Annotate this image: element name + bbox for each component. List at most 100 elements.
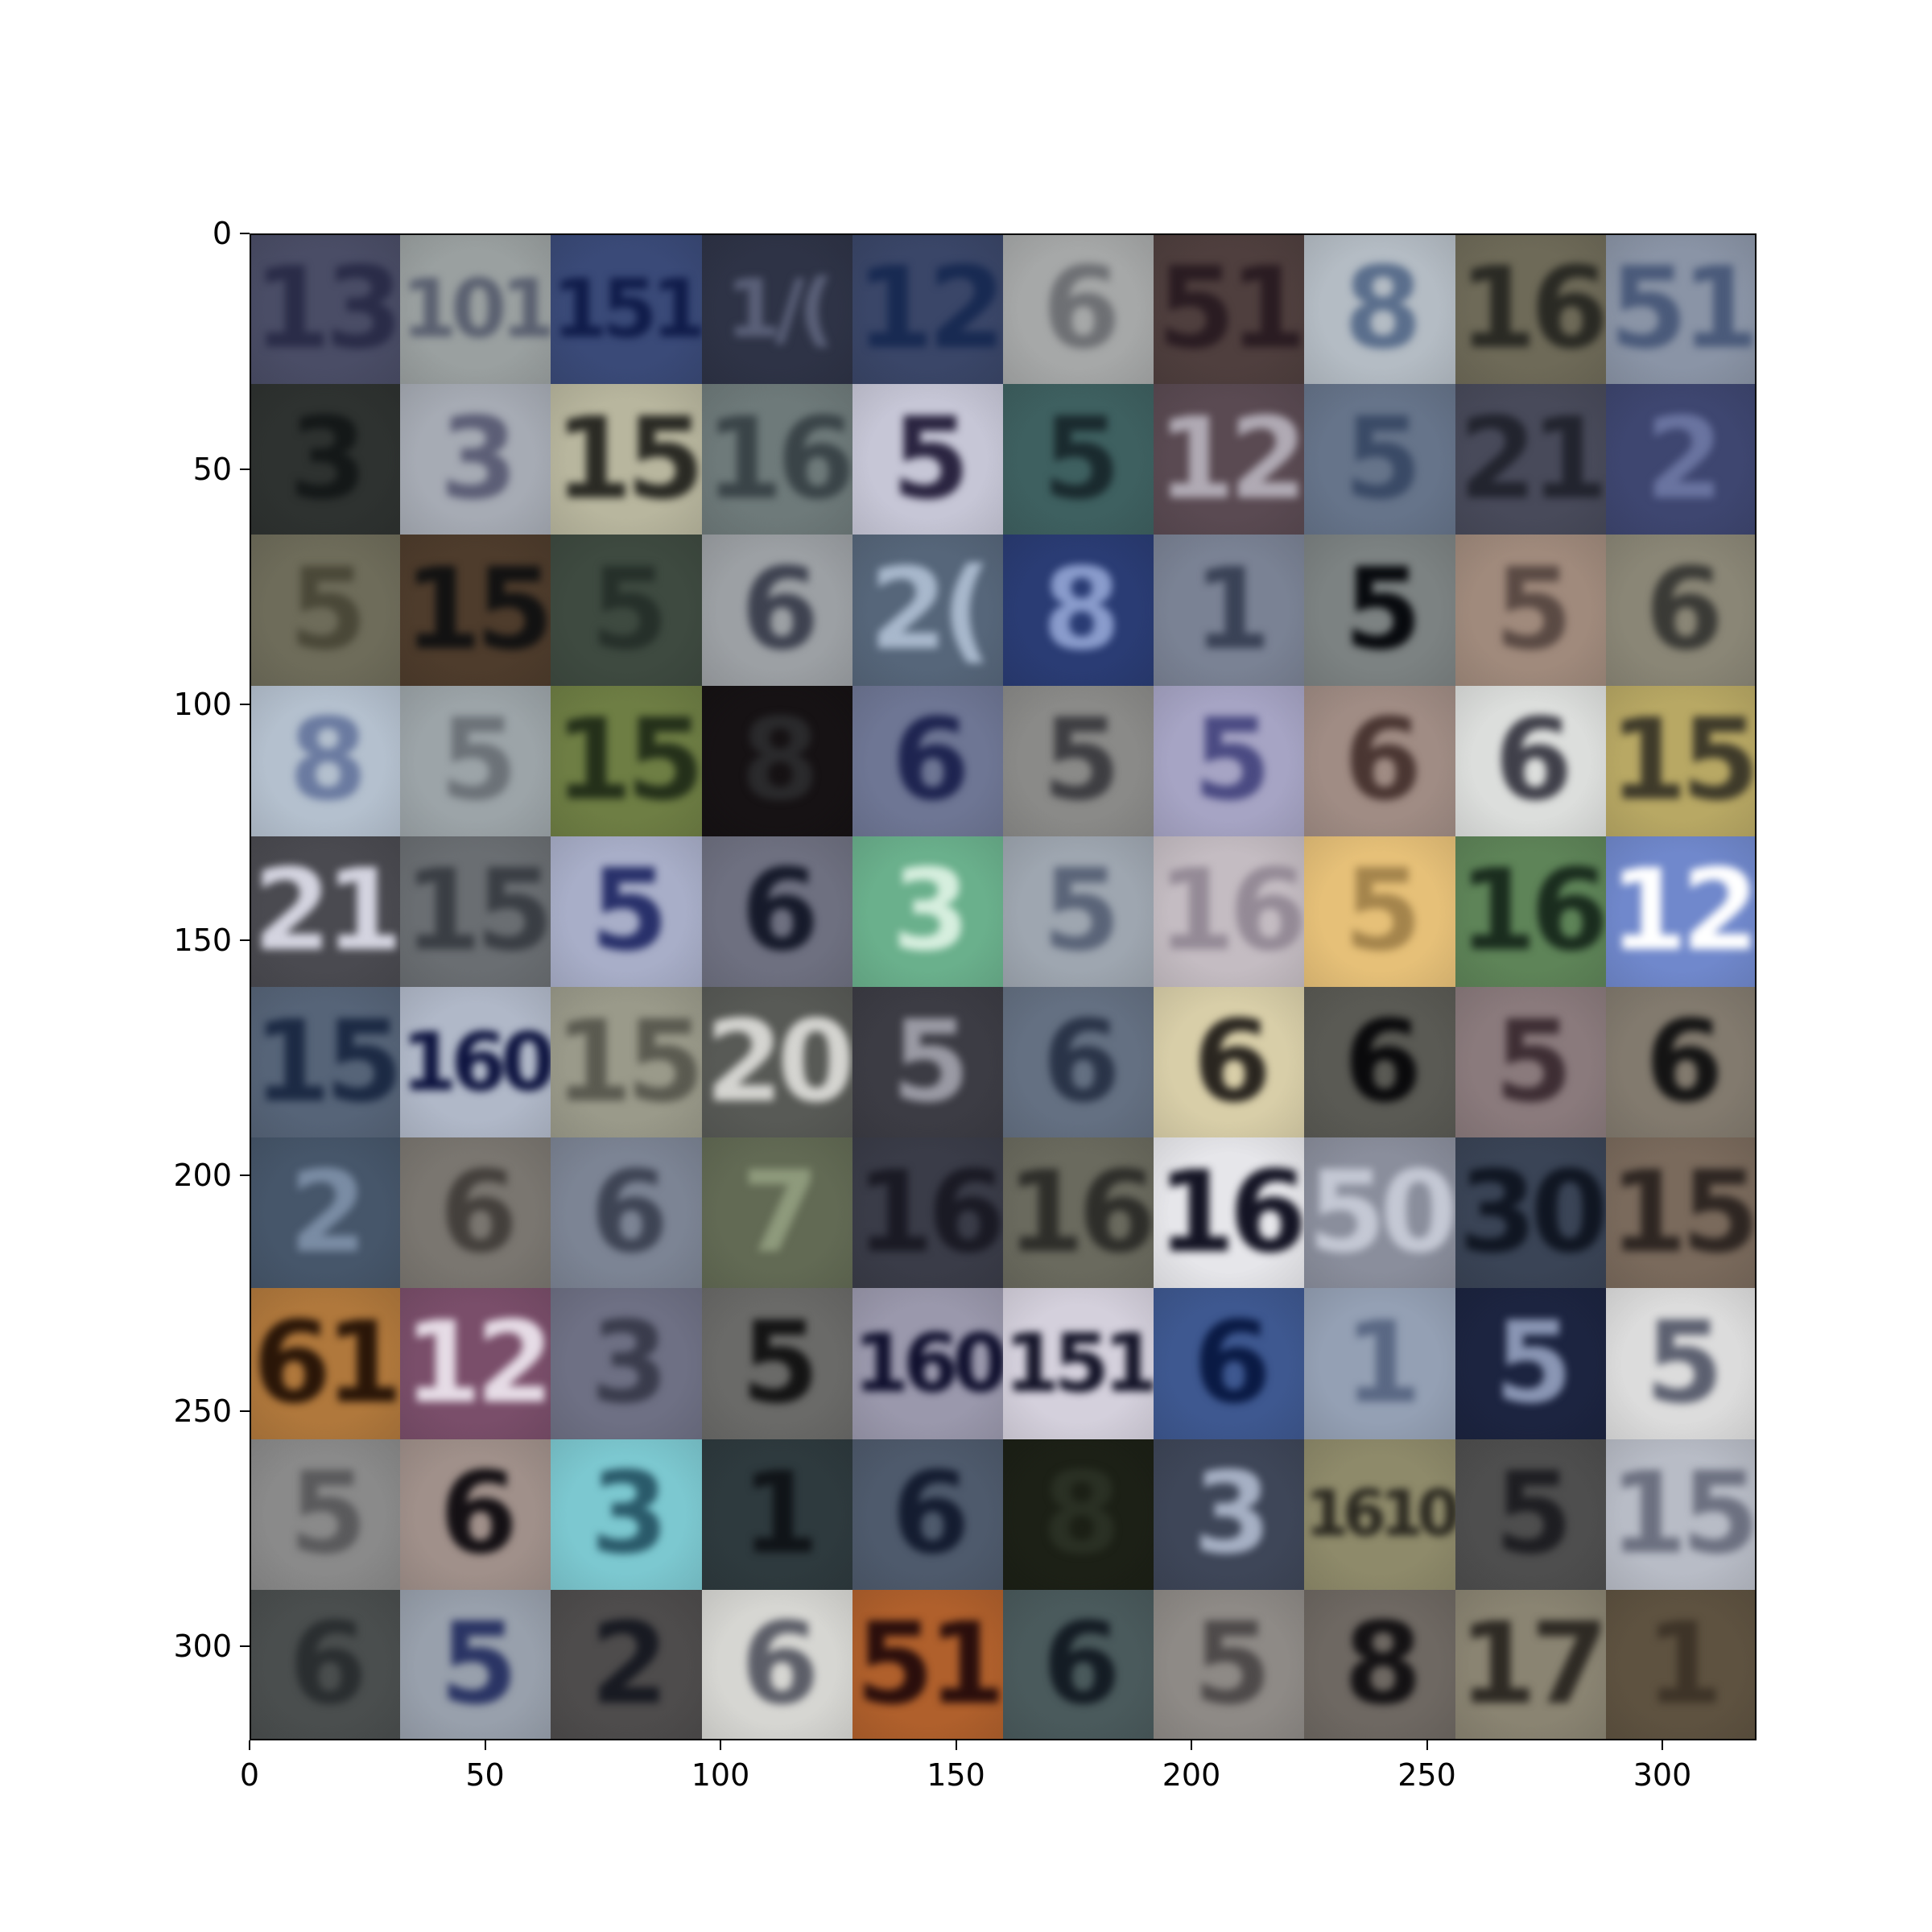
x-tick-label: 300 xyxy=(1633,1757,1692,1793)
image-grid: 13 101 151 1/(12 6 51 8 16 51 3 3 15 16 5 5 12 5 21 2 5 15 5 6… xyxy=(250,233,1757,1740)
tile-digits: 3 xyxy=(440,393,518,525)
image-tile: 15 xyxy=(400,836,551,987)
image-tile: 5 xyxy=(1003,384,1154,535)
image-tile: 8 xyxy=(701,685,852,836)
tile-digits: 3 xyxy=(1193,1448,1271,1580)
tile-digits: 5 xyxy=(1042,393,1121,525)
x-tick-label: 50 xyxy=(465,1757,505,1793)
tile-digits: 15 xyxy=(1608,695,1757,827)
image-tile: 7 xyxy=(701,1137,852,1289)
tile-digits: 8 xyxy=(741,695,819,827)
image-tile: 15 xyxy=(551,987,702,1138)
image-tile: 15 xyxy=(1605,685,1757,836)
image-tile: 51 xyxy=(1154,233,1305,385)
y-tick-label: 200 xyxy=(173,1158,232,1193)
y-tick-label: 250 xyxy=(173,1393,232,1429)
image-tile: 2 xyxy=(1605,384,1757,535)
tile-digits: 6 xyxy=(741,1599,819,1731)
image-tile: 5 xyxy=(1304,384,1455,535)
image-tile: 5 xyxy=(1455,1288,1606,1439)
image-tile: 5 xyxy=(400,1589,551,1740)
image-tile: 160 xyxy=(852,1288,1003,1439)
tile-digits: 5 xyxy=(440,695,518,827)
image-tile: 16 xyxy=(1154,836,1305,987)
y-tick xyxy=(240,233,250,234)
tile-digits: 6 xyxy=(891,695,970,827)
tile-digits: 5 xyxy=(1042,845,1121,977)
tile-digits: 6 xyxy=(1042,242,1121,374)
x-tick-label: 250 xyxy=(1397,1757,1456,1793)
tile-digits: 1/( xyxy=(725,261,835,356)
image-tile: 6 xyxy=(852,685,1003,836)
tile-digits: 5 xyxy=(1494,1297,1572,1429)
image-tile: 160 xyxy=(400,987,551,1138)
tile-digits: 16 xyxy=(855,1146,1003,1278)
image-tile: 5 xyxy=(1003,685,1154,836)
image-tile: 21 xyxy=(1455,384,1606,535)
tile-digits: 15 xyxy=(1608,1146,1757,1278)
y-tick xyxy=(240,704,250,705)
tile-digits: 8 xyxy=(1344,242,1422,374)
image-tile: 6 xyxy=(701,836,852,987)
x-tick-label: 0 xyxy=(239,1757,260,1793)
tile-digits: 151 xyxy=(551,261,702,356)
image-tile: 151 xyxy=(1003,1288,1154,1439)
tile-digits: 8 xyxy=(288,695,367,827)
tile-digits: 8 xyxy=(1042,1448,1121,1580)
x-tick xyxy=(720,1740,721,1750)
tile-digits: 13 xyxy=(253,242,400,374)
tile-digits: 15 xyxy=(253,996,400,1128)
image-tile: 6 xyxy=(1605,987,1757,1138)
tile-digits: 12 xyxy=(1157,393,1304,525)
tile-digits: 5 xyxy=(741,1297,819,1429)
y-tick-label: 100 xyxy=(173,687,232,722)
x-tick xyxy=(484,1740,486,1750)
image-tile: 1 xyxy=(701,1439,852,1590)
image-tile: 6 xyxy=(250,1589,401,1740)
image-tile: 5 xyxy=(1154,685,1305,836)
image-tile: 15 xyxy=(551,384,702,535)
image-tile: 6 xyxy=(400,1137,551,1289)
tile-digits: 6 xyxy=(1193,1297,1271,1429)
tile-digits: 51 xyxy=(1157,242,1304,374)
image-tile: 6 xyxy=(400,1439,551,1590)
image-tile: 51 xyxy=(1605,233,1757,385)
x-tick xyxy=(1191,1740,1192,1750)
tile-digits: 5 xyxy=(1344,845,1422,977)
image-tile: 21 xyxy=(250,836,401,987)
image-tile: 16 xyxy=(1455,836,1606,987)
x-tick-label: 150 xyxy=(927,1757,985,1793)
tile-digits: 3 xyxy=(590,1297,668,1429)
image-tile: 6 xyxy=(1003,1589,1154,1740)
image-tile: 16 xyxy=(1003,1137,1154,1289)
tile-digits: 5 xyxy=(1193,695,1271,827)
image-tile: 6 xyxy=(852,1439,1003,1590)
image-tile: 5 xyxy=(250,1439,401,1590)
image-tile: 5 xyxy=(1605,1288,1757,1439)
image-tile: 1/( xyxy=(701,233,852,385)
image-tile: 12 xyxy=(1605,836,1757,987)
tile-digits: 61 xyxy=(253,1297,400,1429)
tile-digits: 6 xyxy=(741,845,819,977)
image-tile: 17 xyxy=(1455,1589,1606,1740)
image-tile: 8 xyxy=(1003,535,1154,686)
tile-digits: 8 xyxy=(1344,1599,1422,1731)
image-tile: 6 xyxy=(551,1137,702,1289)
image-tile: 6 xyxy=(701,1589,852,1740)
image-tile: 16 xyxy=(1154,1137,1305,1289)
tile-digits: 21 xyxy=(1458,393,1606,525)
x-tick-label: 100 xyxy=(691,1757,750,1793)
tile-digits: 160 xyxy=(401,1014,551,1109)
tile-digits: 6 xyxy=(1042,996,1121,1128)
image-tile: 8 xyxy=(1304,1589,1455,1740)
image-tile: 6 xyxy=(1154,987,1305,1138)
tile-digits: 2 xyxy=(590,1599,668,1731)
image-tile: 15 xyxy=(250,987,401,1138)
tile-digits: 6 xyxy=(1344,695,1422,827)
tile-digits: 5 xyxy=(440,1599,518,1731)
tile-digits: 16 xyxy=(1157,1146,1304,1278)
tile-digits: 5 xyxy=(590,845,668,977)
image-tile: 6 xyxy=(1003,987,1154,1138)
tile-digits: 51 xyxy=(1608,242,1757,374)
